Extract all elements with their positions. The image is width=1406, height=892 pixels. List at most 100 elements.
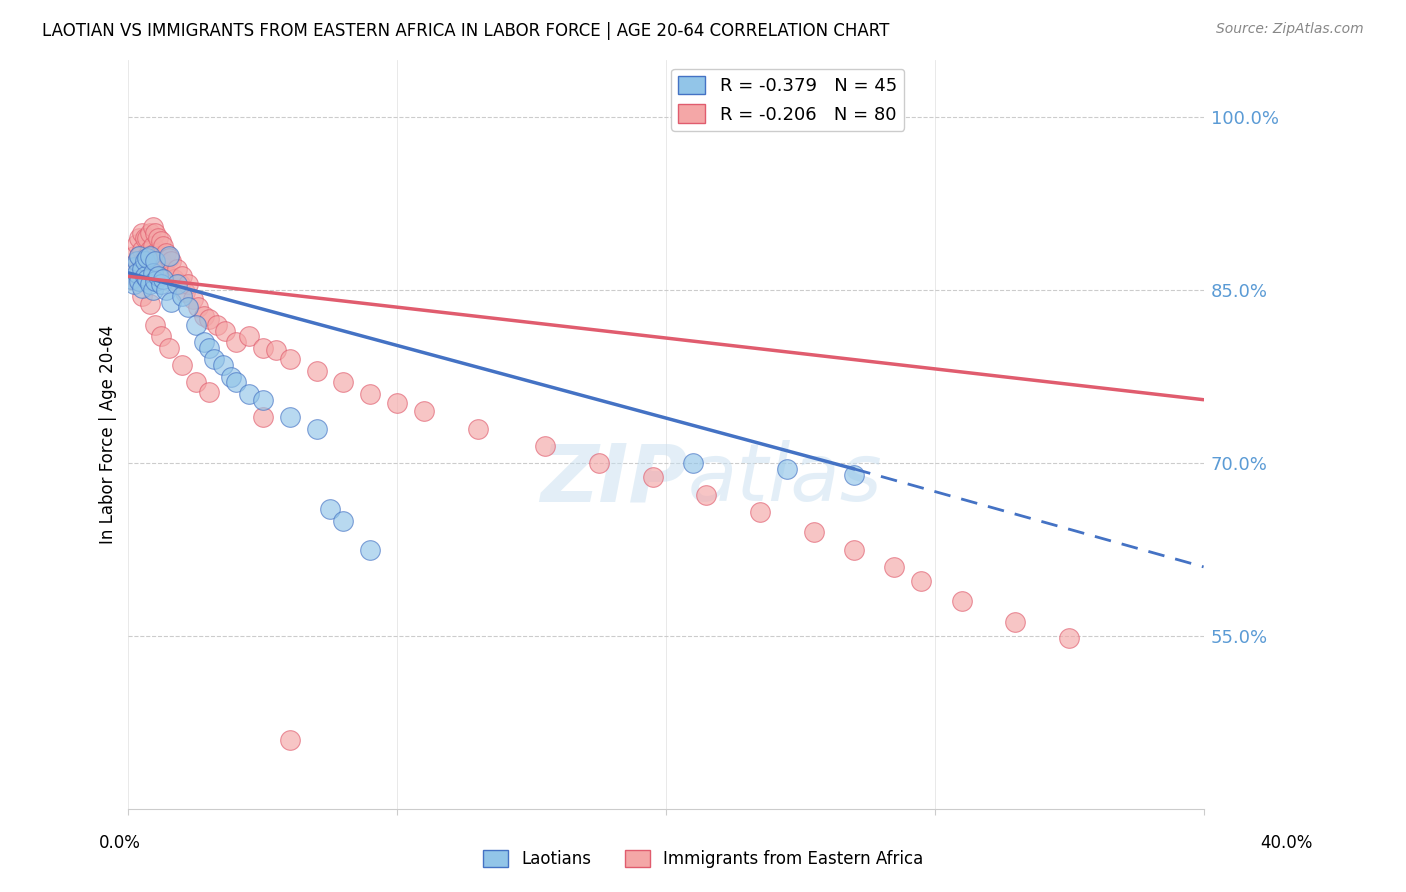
- Legend: R = -0.379   N = 45, R = -0.206   N = 80: R = -0.379 N = 45, R = -0.206 N = 80: [671, 69, 904, 131]
- Point: [695, 488, 717, 502]
- Point: [134, 269, 156, 284]
- Point: [131, 260, 153, 274]
- Point: [211, 358, 233, 372]
- Point: [252, 409, 274, 424]
- Point: [143, 318, 166, 332]
- Point: [157, 251, 180, 265]
- Point: [142, 258, 165, 272]
- Point: [146, 269, 169, 284]
- Point: [193, 334, 215, 349]
- Point: [143, 246, 166, 260]
- Point: [184, 376, 207, 390]
- Point: [139, 249, 162, 263]
- Point: [128, 274, 150, 288]
- Point: [187, 301, 209, 315]
- Point: [146, 249, 169, 263]
- Point: [413, 404, 436, 418]
- Point: [166, 262, 188, 277]
- Point: [225, 334, 247, 349]
- Point: [136, 231, 159, 245]
- Point: [131, 281, 153, 295]
- Point: [142, 219, 165, 234]
- Point: [181, 293, 204, 307]
- Point: [149, 277, 172, 292]
- Point: [131, 226, 153, 240]
- Point: [160, 254, 183, 268]
- Point: [278, 732, 301, 747]
- Point: [305, 364, 328, 378]
- Point: [134, 269, 156, 284]
- Point: [844, 467, 866, 482]
- Point: [142, 283, 165, 297]
- Point: [169, 277, 191, 292]
- Point: [122, 260, 145, 274]
- Point: [184, 318, 207, 332]
- Point: [198, 312, 221, 326]
- Point: [174, 285, 197, 300]
- Point: [125, 271, 148, 285]
- Point: [252, 341, 274, 355]
- Point: [160, 294, 183, 309]
- Text: ZIP: ZIP: [540, 441, 688, 518]
- Point: [152, 260, 174, 274]
- Point: [910, 574, 932, 588]
- Point: [176, 301, 198, 315]
- Point: [122, 266, 145, 280]
- Point: [252, 392, 274, 407]
- Text: LAOTIAN VS IMMIGRANTS FROM EASTERN AFRICA IN LABOR FORCE | AGE 20-64 CORRELATION: LAOTIAN VS IMMIGRANTS FROM EASTERN AFRIC…: [42, 22, 890, 40]
- Point: [128, 249, 150, 263]
- Point: [205, 318, 228, 332]
- Point: [146, 231, 169, 245]
- Point: [120, 260, 142, 274]
- Point: [125, 237, 148, 252]
- Point: [844, 542, 866, 557]
- Point: [387, 396, 409, 410]
- Point: [172, 358, 194, 372]
- Point: [803, 525, 825, 540]
- Point: [134, 254, 156, 268]
- Point: [278, 409, 301, 424]
- Y-axis label: In Labor Force | Age 20-64: In Labor Force | Age 20-64: [100, 325, 117, 544]
- Point: [682, 456, 704, 470]
- Text: Source: ZipAtlas.com: Source: ZipAtlas.com: [1216, 22, 1364, 37]
- Point: [359, 542, 381, 557]
- Point: [157, 269, 180, 284]
- Point: [172, 269, 194, 284]
- Point: [332, 376, 354, 390]
- Point: [139, 277, 162, 292]
- Point: [120, 271, 142, 285]
- Point: [149, 234, 172, 248]
- Point: [749, 504, 772, 518]
- Point: [172, 289, 194, 303]
- Point: [142, 239, 165, 253]
- Point: [136, 251, 159, 265]
- Text: 40.0%: 40.0%: [1260, 834, 1313, 852]
- Point: [157, 249, 180, 263]
- Point: [883, 560, 905, 574]
- Point: [152, 239, 174, 253]
- Point: [155, 246, 177, 260]
- Point: [163, 271, 186, 285]
- Point: [143, 274, 166, 288]
- Point: [1057, 632, 1080, 646]
- Point: [149, 254, 172, 268]
- Point: [157, 341, 180, 355]
- Point: [125, 266, 148, 280]
- Point: [776, 462, 799, 476]
- Point: [134, 231, 156, 245]
- Point: [198, 384, 221, 399]
- Point: [166, 277, 188, 292]
- Point: [1004, 615, 1026, 630]
- Point: [139, 226, 162, 240]
- Point: [136, 249, 159, 263]
- Point: [125, 254, 148, 268]
- Point: [143, 254, 166, 268]
- Text: atlas: atlas: [688, 441, 883, 518]
- Point: [219, 369, 242, 384]
- Point: [152, 271, 174, 285]
- Text: 0.0%: 0.0%: [98, 834, 141, 852]
- Point: [120, 271, 142, 285]
- Point: [950, 594, 973, 608]
- Point: [125, 254, 148, 268]
- Point: [134, 251, 156, 265]
